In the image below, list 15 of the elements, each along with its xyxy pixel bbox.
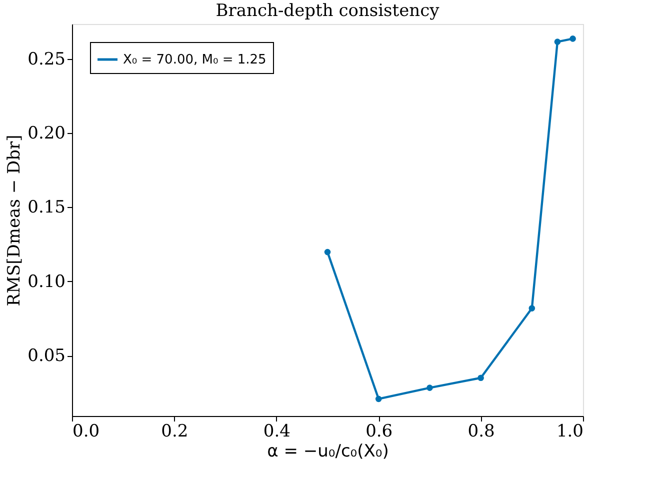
x-tick-label: 0.2 xyxy=(161,422,188,442)
chart-title: Branch-depth consistency xyxy=(216,1,440,21)
y-tick-label: 0.10 xyxy=(28,272,66,292)
x-tick-label: 1.0 xyxy=(556,422,584,442)
x-tick-label: 0.0 xyxy=(72,422,100,442)
y-tick-label: 0.05 xyxy=(28,346,66,366)
y-tick-label: 0.15 xyxy=(28,198,66,218)
legend-label: X₀ = 70.00, M₀ = 1.25 xyxy=(123,52,266,68)
y-axis-title: RMS[Dmeas − Dbr] xyxy=(4,134,25,306)
x-tick-label: 0.6 xyxy=(366,422,393,442)
y-tick-label: 0.25 xyxy=(28,49,66,70)
x-tick-label: 0.4 xyxy=(263,422,290,442)
y-tick-label: 0.20 xyxy=(28,124,66,144)
x-tick-label: 0.8 xyxy=(468,422,495,442)
x-axis-title: α = −u₀/c₀(X₀) xyxy=(267,442,389,462)
